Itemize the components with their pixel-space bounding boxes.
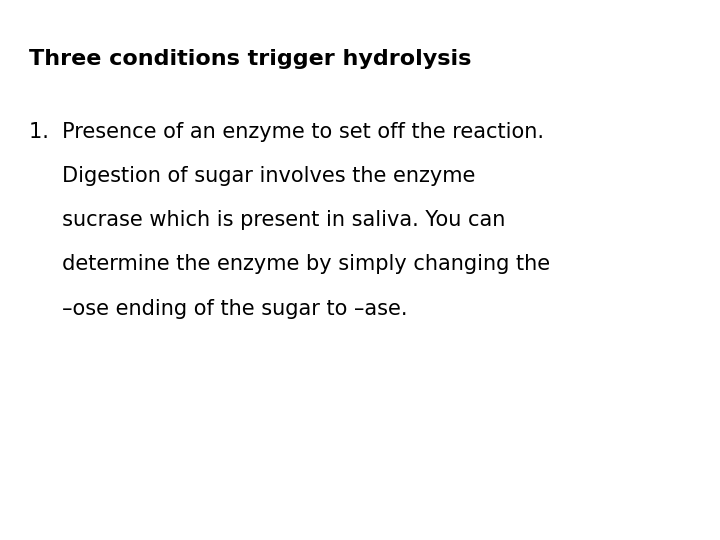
Text: Digestion of sugar involves the enzyme: Digestion of sugar involves the enzyme xyxy=(29,166,475,186)
Text: 1.  Presence of an enzyme to set off the reaction.: 1. Presence of an enzyme to set off the … xyxy=(29,122,544,141)
Text: –ose ending of the sugar to –ase.: –ose ending of the sugar to –ase. xyxy=(29,299,408,319)
Text: determine the enzyme by simply changing the: determine the enzyme by simply changing … xyxy=(29,254,550,274)
Text: sucrase which is present in saliva. You can: sucrase which is present in saliva. You … xyxy=(29,210,505,230)
Text: Three conditions trigger hydrolysis: Three conditions trigger hydrolysis xyxy=(29,49,471,69)
